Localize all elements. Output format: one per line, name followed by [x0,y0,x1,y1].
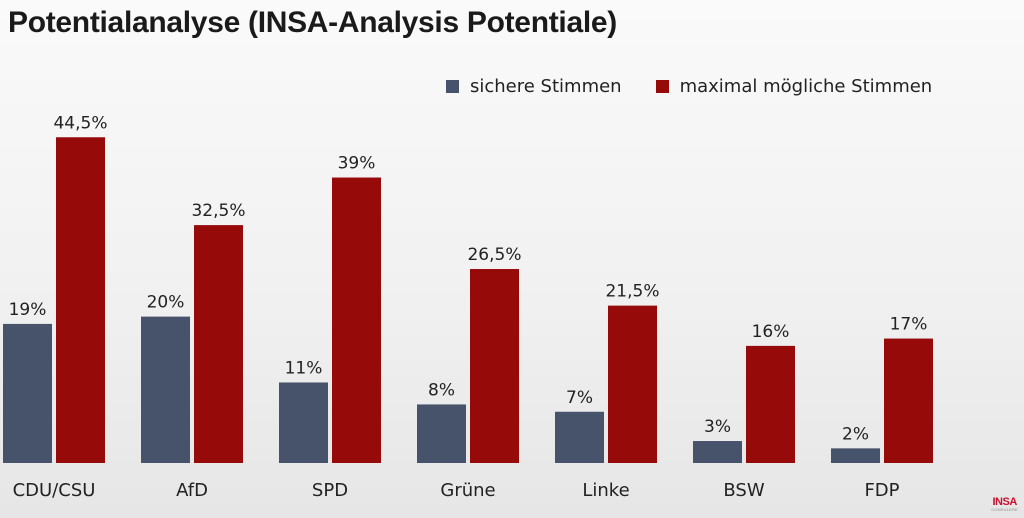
x-tick-label-cdu-csu: CDU/CSU [13,480,96,501]
data-label-maximal-spd: 39% [338,154,376,174]
data-label-maximal-gruene: 26,5% [467,245,521,265]
bar-maximal-afd [194,225,243,463]
logo-subtext: CONSULERE [991,507,1018,512]
legend-item-sichere: sichere Stimmen [446,76,622,97]
data-label-sichere-spd: 11% [285,358,323,378]
bar-sichere-cdu-csu [3,323,52,463]
x-tick-label-afd: AfD [176,480,208,501]
data-label-maximal-afd: 32,5% [191,201,245,221]
bar-sichere-fdp [831,448,880,463]
data-label-sichere-fdp: 2% [842,424,869,444]
x-tick-label-fdp: FDP [864,480,899,501]
legend-swatch-sichere [446,80,459,93]
bar-maximal-linke [608,305,657,463]
data-label-maximal-fdp: 17% [890,315,928,335]
bar-sichere-bsw [693,441,742,463]
bar-maximal-bsw [746,345,795,463]
data-label-sichere-gruene: 8% [428,380,455,400]
data-label-sichere-afd: 20% [147,293,185,313]
legend-label-maximal: maximal mögliche Stimmen [679,76,933,97]
bar-maximal-fdp [884,338,933,463]
data-label-maximal-cdu-csu: 44,5% [53,113,107,133]
bar-maximal-cdu-csu [56,137,105,463]
bar-sichere-afd [141,316,190,463]
bar-maximal-gruene [470,269,519,463]
insa-logo: INSA CONSULERE [991,497,1018,512]
x-tick-label-bsw: BSW [723,480,764,501]
data-label-maximal-linke: 21,5% [605,282,659,302]
data-label-sichere-cdu-csu: 19% [9,300,47,320]
bar-sichere-spd [279,382,328,463]
legend-item-maximal: maximal mögliche Stimmen [655,76,933,97]
bar-maximal-spd [332,177,381,463]
legend-swatch-maximal [655,80,669,93]
bar-sichere-gruene [417,404,466,463]
x-tick-label-linke: Linke [582,480,629,501]
legend-label-sichere: sichere Stimmen [470,76,622,97]
data-label-maximal-bsw: 16% [752,322,790,342]
data-label-sichere-bsw: 3% [704,417,731,437]
logo-text: INSA [992,496,1018,508]
x-tick-label-gruene: Grüne [440,480,495,501]
chart-title: Potentialanalyse (INSA-Analysis Potentia… [8,6,617,39]
x-tick-label-spd: SPD [312,480,348,501]
bar-sichere-linke [555,411,604,463]
legend: sichere Stimmen maximal mögliche Stimmen [446,76,966,97]
data-label-sichere-linke: 7% [566,388,593,408]
